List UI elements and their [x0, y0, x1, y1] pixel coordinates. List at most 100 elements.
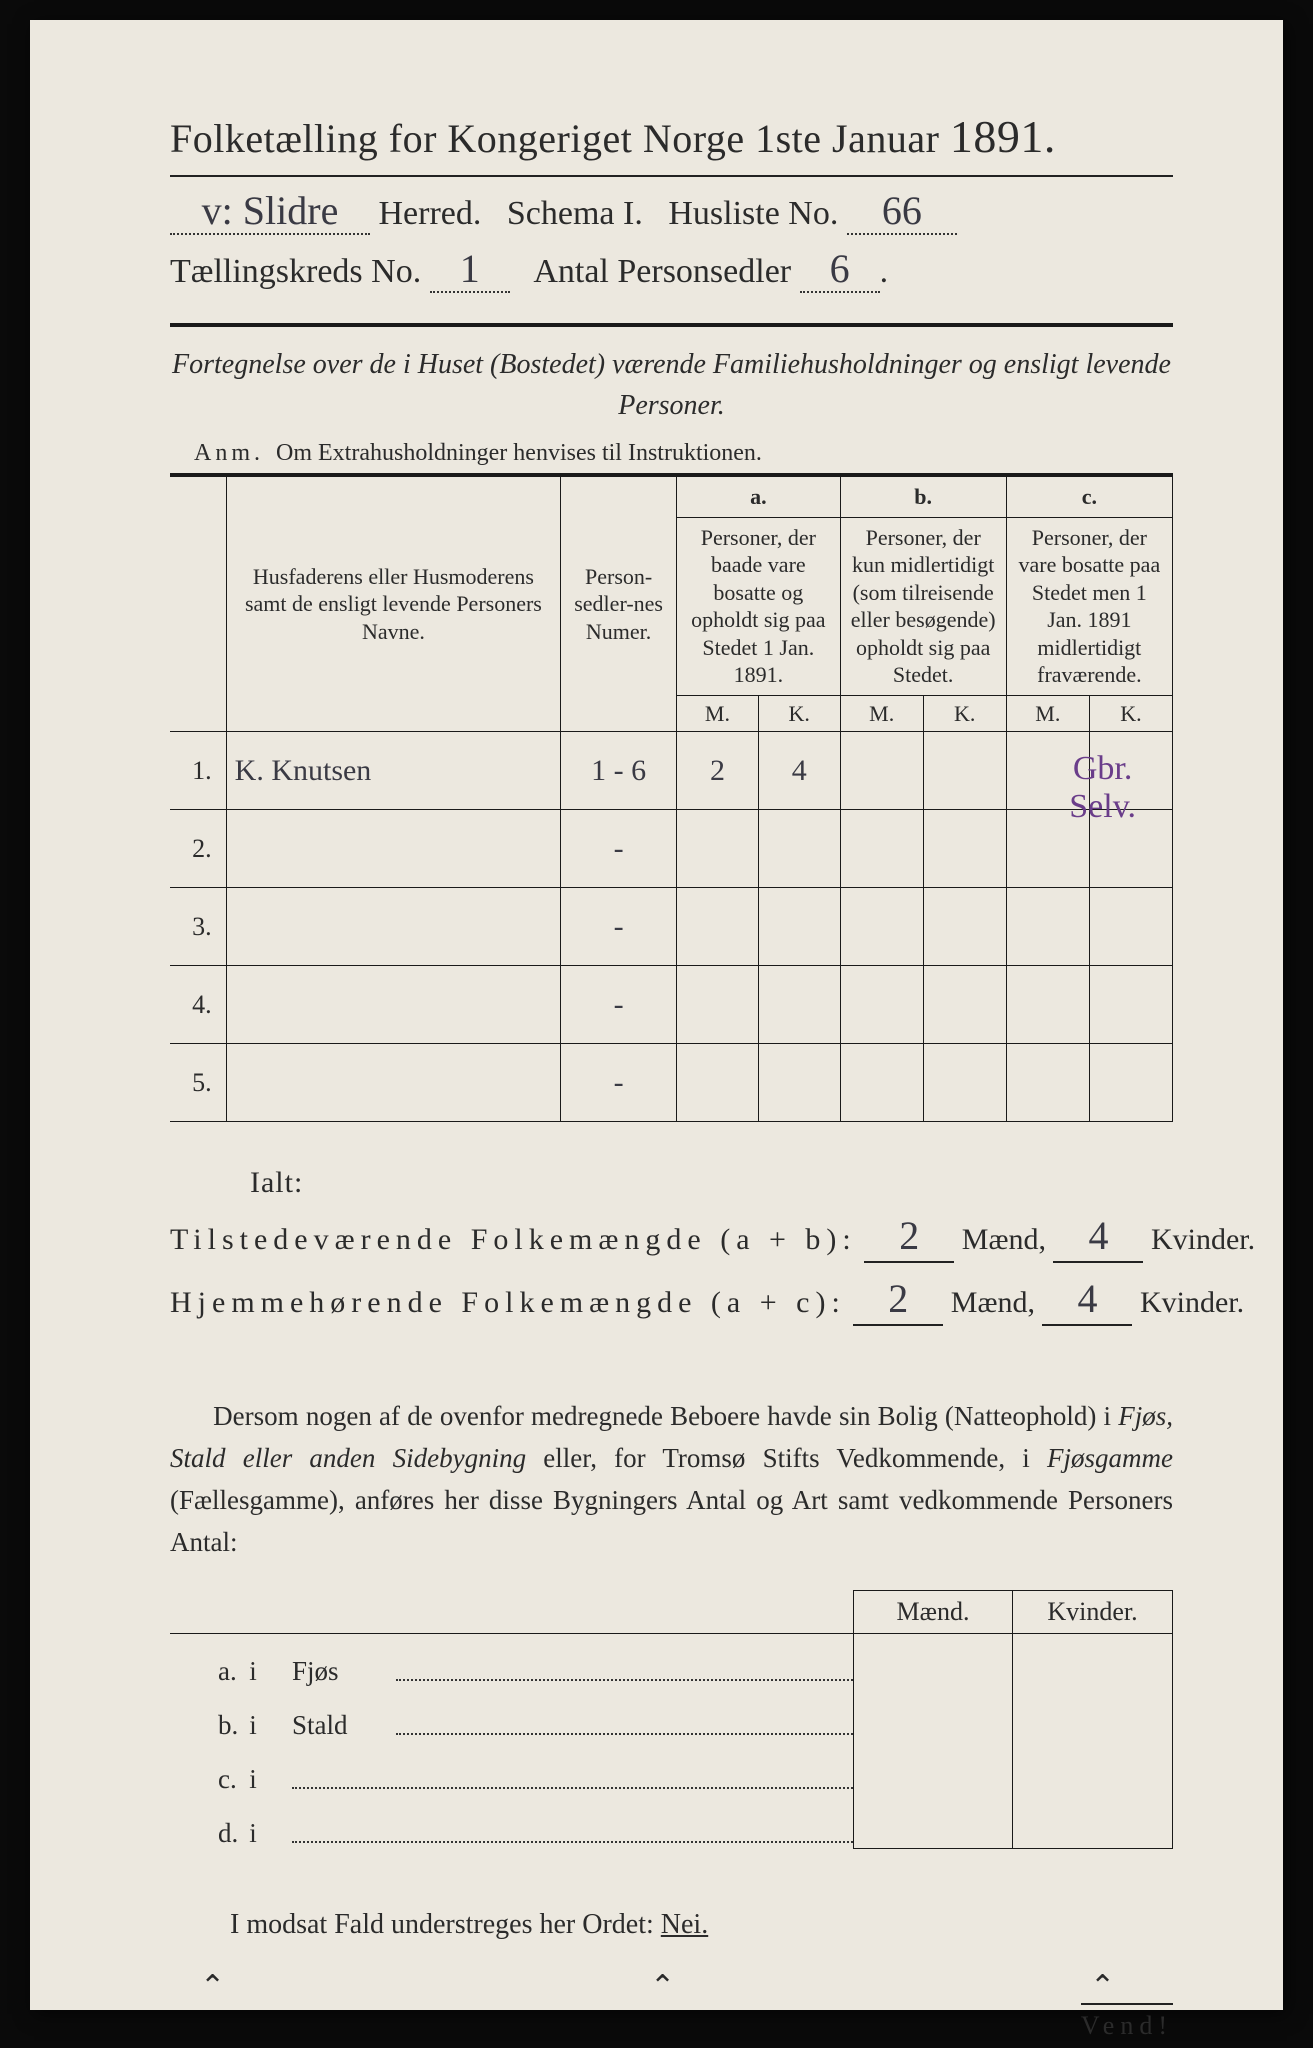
- maend-2: Mænd,: [951, 1286, 1035, 1319]
- row-psn: -: [561, 810, 677, 888]
- household-table: Husfaderens eller Husmoderens samt de en…: [170, 473, 1173, 1122]
- husliste-value: 66: [847, 191, 957, 235]
- row-bk: [923, 888, 1006, 966]
- row-ck: [1089, 810, 1172, 888]
- row-bk: [923, 810, 1006, 888]
- table-row: 3.-: [170, 888, 1173, 966]
- row-cm: [1006, 1044, 1089, 1122]
- col-a-m: M.: [677, 695, 759, 732]
- dwell-i: i: [230, 1818, 276, 1849]
- intro-line: Fortegnelse over de i Huset (Bostedet) v…: [172, 349, 1171, 421]
- antal-label: Antal Personsedler: [533, 253, 791, 290]
- dwell-k: [1013, 1741, 1173, 1795]
- herred-label: Herred.: [379, 195, 482, 232]
- row-name: [226, 1044, 561, 1122]
- dwell-i: i: [230, 1710, 276, 1741]
- row-name: [226, 810, 561, 888]
- dwell-txt: Stald: [276, 1710, 853, 1741]
- antal-value: 6: [800, 249, 880, 293]
- dwell-i: i: [230, 1764, 276, 1795]
- row-cm: [1006, 888, 1089, 966]
- row-bm: [840, 732, 923, 810]
- census-form-page: Folketælling for Kongeriget Norge 1ste J…: [30, 20, 1283, 2010]
- dwell-lab: c.: [170, 1764, 230, 1795]
- row-bk: [923, 732, 1006, 810]
- dwell-m: [853, 1741, 1013, 1795]
- row-name: K. Knutsen: [226, 732, 561, 810]
- anm-text: Om Extrahusholdninger henvises til Instr…: [276, 440, 762, 466]
- tear-mark-right: ⌃: [1090, 1969, 1115, 2004]
- title-underline: [170, 175, 1173, 177]
- row-ak: [758, 810, 840, 888]
- row-bk: [923, 966, 1006, 1044]
- header-line-2: v: Slidre Herred. Schema I. Husliste No.…: [170, 191, 1173, 235]
- nei-line: I modsat Fald understreges her Ordet: Ne…: [170, 1909, 1173, 1941]
- dwell-k: [1013, 1795, 1173, 1849]
- kvinder-1: Kvinder.: [1151, 1223, 1255, 1256]
- row-name: [226, 966, 561, 1044]
- ialt-label: Ialt:: [170, 1166, 1173, 1200]
- header-line-3: Tællingskreds No. 1 Antal Personsedler 6…: [170, 249, 1173, 293]
- row-num: 2.: [170, 810, 226, 888]
- dwelling-table: Mænd. Kvinder. a.iFjøsb.iStaldc.id.i: [170, 1590, 1173, 1849]
- tilstede-k: 4: [1053, 1212, 1143, 1263]
- row-cm: [1006, 966, 1089, 1044]
- row-ak: [758, 1044, 840, 1122]
- tilstede-m: 2: [864, 1212, 954, 1263]
- kvinder-2: Kvinder.: [1140, 1286, 1244, 1319]
- row-bk: [923, 1044, 1006, 1122]
- title-year: 1891.: [950, 111, 1056, 162]
- intro-text: Fortegnelse over de i Huset (Bostedet) v…: [170, 345, 1173, 426]
- dwell-lab: b.: [170, 1710, 230, 1741]
- table-row: 2. -: [170, 810, 1173, 888]
- col-b-text: Personer, der kun midlertidigt (som tilr…: [840, 517, 1006, 695]
- row-bm: [840, 888, 923, 966]
- col-c-k: K.: [1089, 695, 1172, 732]
- col-a-text: Personer, der baade vare bosatte og opho…: [677, 517, 841, 695]
- row-ck: [1089, 888, 1172, 966]
- dwell-m: [853, 1795, 1013, 1849]
- totals-block: Ialt: Tilstedeværende Folkemængde (a + b…: [170, 1166, 1173, 1326]
- row-am: [677, 888, 759, 966]
- table-row: 5. -: [170, 1044, 1173, 1122]
- nei-pre: I modsat Fald understreges her Ordet:: [230, 1909, 654, 1940]
- hjemme-k: 4: [1042, 1275, 1132, 1326]
- dwell-m: [853, 1634, 1013, 1687]
- heavy-rule-top: [170, 323, 1173, 327]
- hjemme-label: Hjemmehørende Folkemængde (a + c):: [170, 1286, 846, 1319]
- table-row: 4. -: [170, 966, 1173, 1044]
- tear-mark-left: ⌃: [200, 1969, 225, 2004]
- vend-line: Vend!: [170, 2011, 1173, 2041]
- dwell-kvinder: Kvinder.: [1013, 1590, 1173, 1633]
- row-num: 5.: [170, 1044, 226, 1122]
- row-am: 2: [677, 732, 759, 810]
- schema-label: Schema I.: [507, 195, 643, 232]
- tilstede-label: Tilstedeværende Folkemængde (a + b):: [170, 1223, 857, 1256]
- vend-text: Vend!: [1081, 2003, 1173, 2040]
- row-ck: [1089, 966, 1172, 1044]
- row-psn: -: [561, 966, 677, 1044]
- dwell-k: [1013, 1634, 1173, 1687]
- nei-word: Nei.: [661, 1909, 708, 1940]
- row-num: 4.: [170, 966, 226, 1044]
- row-num: 3.: [170, 888, 226, 966]
- row-am: [677, 966, 759, 1044]
- table-row: 1.K. Knutsen1 - 624Gbr. Selv.: [170, 732, 1173, 810]
- col-a-label: a.: [677, 475, 841, 517]
- col-c-label: c.: [1006, 475, 1172, 517]
- col-c-text: Personer, der vare bosatte paa Stedet me…: [1006, 517, 1172, 695]
- row-ck: Gbr. Selv.: [1089, 732, 1172, 810]
- row-am: [677, 1044, 759, 1122]
- row-num: 1.: [170, 732, 226, 810]
- row-ak: [758, 966, 840, 1044]
- anm-label: Anm.: [194, 440, 264, 466]
- dwell-row: a.iFjøs: [170, 1633, 1173, 1687]
- herred-value: v: Slidre: [170, 191, 370, 235]
- row-psn: 1 - 6: [561, 732, 677, 810]
- dwell-lab: d.: [170, 1818, 230, 1849]
- row-ak: [758, 888, 840, 966]
- tear-mark-mid: ⌃: [650, 1969, 675, 2004]
- row-psn: -: [561, 1044, 677, 1122]
- col-b-label: b.: [840, 475, 1006, 517]
- dwell-row: b.iStald: [170, 1687, 1173, 1741]
